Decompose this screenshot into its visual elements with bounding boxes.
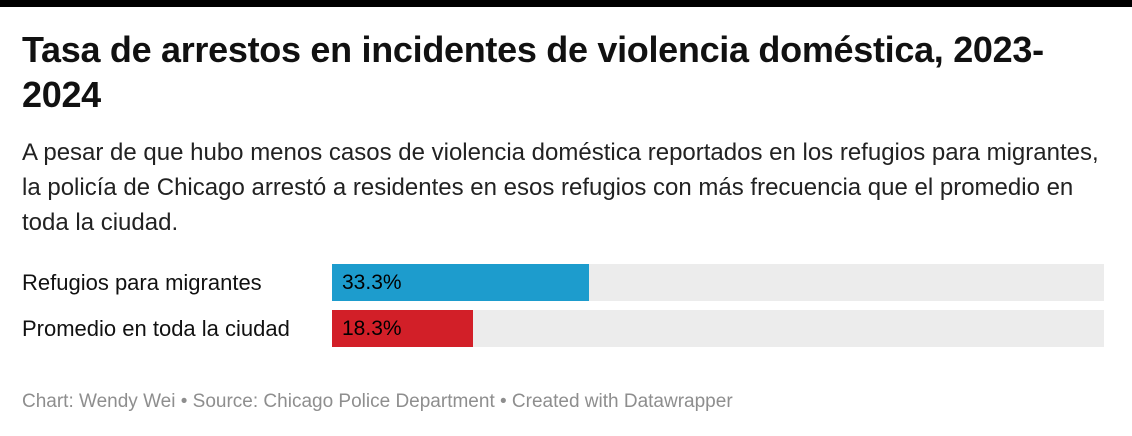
value-label: 33.3% <box>342 270 402 294</box>
bar-row: Refugios para migrantes 33.3% <box>22 264 1104 302</box>
chart-title: Tasa de arrestos en incidentes de violen… <box>22 29 1044 115</box>
chart-description: A pesar de que hubo menos casos de viole… <box>22 139 1099 237</box>
bar-chart: Refugios para migrantes 33.3% Promedio e… <box>22 264 1106 348</box>
bar-row: Promedio en toda la ciudad 18.3% <box>22 310 1104 348</box>
value-label: 18.3% <box>342 316 402 340</box>
category-label: Promedio en toda la ciudad <box>22 315 290 341</box>
category-label: Refugios para migrantes <box>22 269 262 295</box>
chart-card: Tasa de arrestos en incidentes de violen… <box>0 7 1132 413</box>
attribution-text: Chart: Wendy Wei • Source: Chicago Polic… <box>22 391 733 413</box>
top-accent-bar <box>0 0 1132 7</box>
bar-track: 18.3% <box>332 310 1104 348</box>
bar-track: 33.3% <box>332 264 1104 302</box>
bar-fill: 18.3% <box>332 310 474 348</box>
bar-fill: 33.3% <box>332 264 590 302</box>
